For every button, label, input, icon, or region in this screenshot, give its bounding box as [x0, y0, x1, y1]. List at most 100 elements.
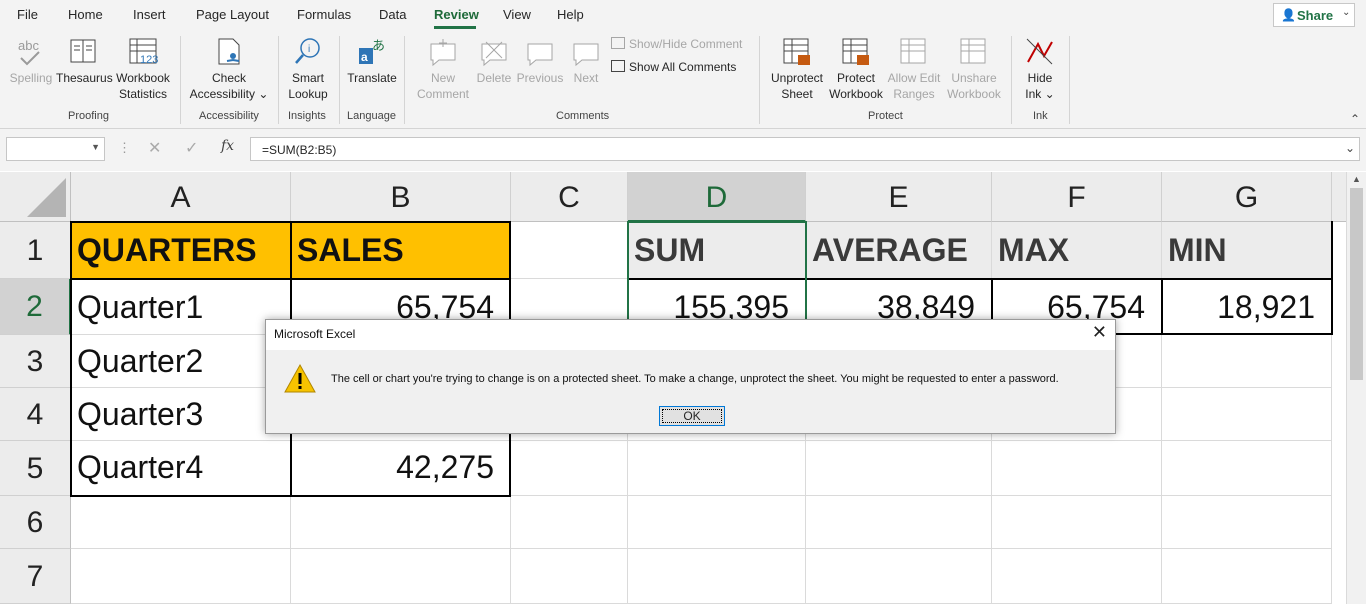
vertical-scrollbar[interactable]: ▲	[1346, 172, 1366, 604]
tab-home[interactable]: Home	[68, 7, 103, 22]
cell-f5[interactable]	[992, 441, 1162, 496]
expand-formula-bar-icon[interactable]: ⌄	[1344, 141, 1355, 155]
row-header-3[interactable]: 3	[0, 335, 71, 388]
tab-help[interactable]: Help	[557, 7, 584, 22]
show-hide-comment-button[interactable]: Show/Hide Comment	[611, 37, 742, 51]
scrollbar-thumb[interactable]	[1350, 188, 1363, 380]
previous-comment-button[interactable]: Previous	[516, 36, 564, 86]
enter-icon[interactable]: ✓	[185, 140, 199, 157]
column-header-c[interactable]: C	[511, 172, 628, 222]
tab-view[interactable]: View	[503, 7, 531, 22]
row-header-7[interactable]: 7	[0, 549, 71, 604]
select-all-button[interactable]	[0, 172, 71, 222]
show-all-comments-icon	[611, 60, 625, 72]
cell-c6[interactable]	[511, 496, 628, 549]
cell-c5[interactable]	[511, 441, 628, 496]
workbook-statistics-button[interactable]: 123 Workbook Statistics	[114, 36, 172, 102]
cell-f1[interactable]: MAX	[992, 222, 1162, 279]
cell-b7[interactable]	[291, 549, 511, 604]
row-header-5[interactable]: 5	[0, 441, 71, 496]
thesaurus-button[interactable]: Thesaurus	[56, 36, 113, 86]
name-box[interactable]: ▼	[6, 137, 105, 161]
cell-g3[interactable]	[1162, 335, 1332, 388]
tab-data[interactable]: Data	[379, 7, 407, 22]
chevron-down-icon[interactable]: ▼	[91, 142, 100, 152]
tab-file[interactable]: File	[17, 7, 38, 22]
column-header-g[interactable]: G	[1162, 172, 1332, 222]
cell-a7[interactable]	[71, 549, 291, 604]
cell-f6[interactable]	[992, 496, 1162, 549]
cell-a1[interactable]: QUARTERS	[71, 222, 291, 279]
cell-g2[interactable]: 18,921	[1162, 279, 1332, 335]
smart-lookup-button[interactable]: i Smart Lookup	[284, 36, 332, 102]
tab-formulas[interactable]: Formulas	[297, 7, 352, 22]
cell-a4[interactable]: Quarter3	[71, 388, 291, 441]
spelling-button[interactable]: abc Spelling	[8, 36, 54, 86]
allow-edit-ranges-button[interactable]: Allow Edit Ranges	[884, 36, 944, 102]
row-header-2[interactable]: 2	[0, 279, 71, 335]
cell-g1[interactable]: MIN	[1162, 222, 1332, 279]
cell-f7[interactable]	[992, 549, 1162, 604]
share-button[interactable]: 👤 Share ⌄	[1273, 3, 1355, 27]
ok-button[interactable]: OK	[659, 406, 725, 426]
cell-g7[interactable]	[1162, 549, 1332, 604]
new-comment-button[interactable]: New Comment	[414, 36, 472, 102]
cell-d1-text: SUM	[634, 232, 706, 268]
cell-a2[interactable]: Quarter1	[71, 279, 291, 335]
column-header-f[interactable]: F	[992, 172, 1162, 222]
column-header-h[interactable]	[1332, 172, 1346, 222]
row-header-4[interactable]: 4	[0, 388, 71, 441]
cell-b1[interactable]: SALES	[291, 222, 511, 279]
delete-comment-button[interactable]: Delete	[474, 36, 514, 86]
check-accessibility-button[interactable]: Check Accessibility ⌄	[188, 36, 270, 102]
column-header-d[interactable]: D	[628, 172, 806, 222]
proofing-group-label: Proofing	[68, 110, 109, 122]
unshare-workbook-button[interactable]: Unshare Workbook	[944, 36, 1004, 102]
dialog-titlebar: Microsoft Excel ✕	[266, 320, 1115, 350]
protect-workbook-button[interactable]: Protect Workbook	[826, 36, 886, 102]
tab-insert[interactable]: Insert	[133, 7, 166, 22]
scroll-up-icon[interactable]: ▲	[1352, 174, 1361, 184]
cell-d1[interactable]: SUM	[628, 222, 806, 279]
row-header-1[interactable]: 1	[0, 222, 71, 279]
formula-input[interactable]: =SUM(B2:B5) ⌄	[250, 137, 1360, 161]
show-all-comments-button[interactable]: Show All Comments	[611, 60, 736, 74]
ink-group-label: Ink	[1033, 110, 1048, 122]
cell-e7[interactable]	[806, 549, 992, 604]
row-header-6[interactable]: 6	[0, 496, 71, 549]
chevron-down-icon: ⌄	[254, 87, 269, 101]
cell-d5[interactable]	[628, 441, 806, 496]
cell-c1[interactable]	[511, 222, 628, 279]
cell-b6[interactable]	[291, 496, 511, 549]
cell-a5[interactable]: Quarter4	[71, 441, 291, 496]
tab-review[interactable]: Review	[434, 7, 479, 22]
cancel-icon[interactable]: ✕	[148, 140, 162, 157]
tab-page-layout[interactable]: Page Layout	[196, 7, 270, 22]
previous-comment-label: Previous	[516, 71, 564, 85]
unprotect-sheet-button[interactable]: Unprotect Sheet	[766, 36, 828, 102]
cell-e1[interactable]: AVERAGE	[806, 222, 992, 279]
column-header-b[interactable]: B	[291, 172, 511, 222]
cell-a3[interactable]: Quarter2	[71, 335, 291, 388]
cell-c7[interactable]	[511, 549, 628, 604]
next-comment-button[interactable]: Next	[568, 36, 604, 86]
close-icon[interactable]: ✕	[1091, 322, 1107, 342]
cell-g5[interactable]	[1162, 441, 1332, 496]
cell-g4[interactable]	[1162, 388, 1332, 441]
collapse-ribbon-icon[interactable]: ⌃	[1350, 112, 1361, 126]
cell-e5[interactable]	[806, 441, 992, 496]
column-header-a[interactable]: A	[71, 172, 291, 222]
cell-f4[interactable]	[992, 388, 1162, 441]
insert-function-icon[interactable]: fx	[221, 138, 235, 154]
column-header-e[interactable]: E	[806, 172, 992, 222]
translate-button[interactable]: a あ Translate	[345, 36, 399, 86]
cell-b1-text: SALES	[297, 232, 404, 268]
cell-a6[interactable]	[71, 496, 291, 549]
cell-d7[interactable]	[628, 549, 806, 604]
cell-b5[interactable]: 42,275	[291, 441, 511, 496]
warning-icon	[284, 363, 316, 393]
cell-d6[interactable]	[628, 496, 806, 549]
cell-e6[interactable]	[806, 496, 992, 549]
hide-ink-button[interactable]: Hide Ink ⌄	[1018, 36, 1062, 102]
cell-g6[interactable]	[1162, 496, 1332, 549]
